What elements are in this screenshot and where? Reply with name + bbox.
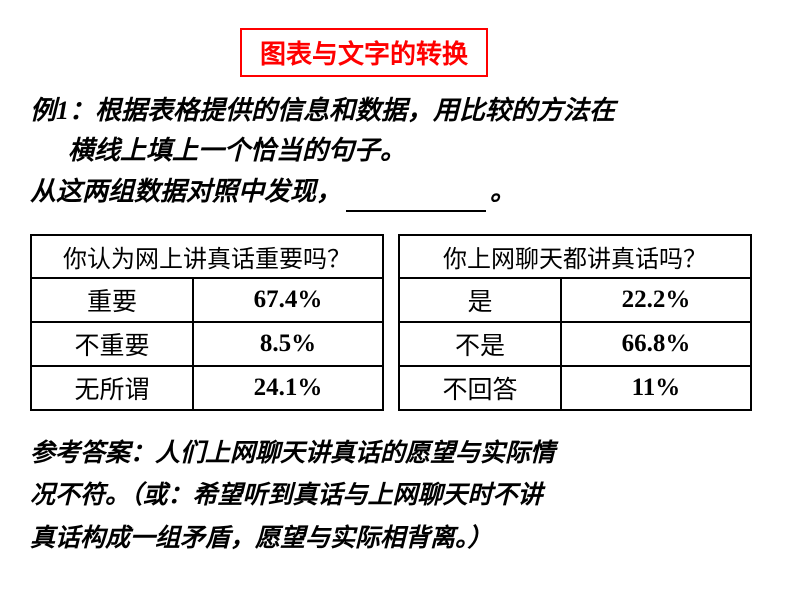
table-left-header: 你认为网上讲真话重要吗？ [31, 235, 383, 278]
table-cell-value: 22.2% [561, 278, 751, 322]
compare-line-a: 从这两组数据对照中发现， [30, 177, 342, 206]
table-cell-label: 重要 [31, 278, 193, 322]
answer-line3: 真话构成一组矛盾，愿望与实际相背离。） [30, 518, 770, 561]
table-row: 无所谓 24.1% [31, 366, 383, 410]
table-row: 不是 66.8% [399, 322, 751, 366]
compare-line-b: 。 [490, 177, 516, 206]
table-cell-value: 67.4% [193, 278, 383, 322]
table-right: 你上网聊天都讲真话吗？ 是 22.2% 不是 66.8% 不回答 11% [398, 234, 752, 411]
table-row: 是 22.2% [399, 278, 751, 322]
answer-text: 参考答案：人们上网聊天讲真话的愿望与实际情 况不符。（或：希望听到真话与上网聊天… [30, 433, 770, 561]
table-cell-label: 无所谓 [31, 366, 193, 410]
table-row: 你认为网上讲真话重要吗？ [31, 235, 383, 278]
table-cell-label: 不是 [399, 322, 561, 366]
table-cell-label: 不回答 [399, 366, 561, 410]
example-text: 例1：根据表格提供的信息和数据，用比较的方法在 横线上填上一个恰当的句子。 从这… [30, 91, 770, 212]
page-title: 图表与文字的转换 [260, 39, 468, 69]
table-row: 你上网聊天都讲真话吗？ [399, 235, 751, 278]
table-cell-label: 不重要 [31, 322, 193, 366]
table-row: 不回答 11% [399, 366, 751, 410]
answer-line2: 况不符。（或：希望听到真话与上网聊天时不讲 [30, 475, 770, 518]
table-cell-label: 是 [399, 278, 561, 322]
table-row: 不重要 8.5% [31, 322, 383, 366]
example-line2: 横线上填上一个恰当的句子。 [30, 131, 770, 171]
table-cell-value: 24.1% [193, 366, 383, 410]
table-row: 重要 67.4% [31, 278, 383, 322]
example-line1: 例1：根据表格提供的信息和数据，用比较的方法在 [30, 96, 615, 125]
title-box: 图表与文字的转换 [240, 28, 488, 77]
tables-row: 你认为网上讲真话重要吗？ 重要 67.4% 不重要 8.5% 无所谓 24.1%… [30, 234, 770, 411]
table-right-header: 你上网聊天都讲真话吗？ [399, 235, 751, 278]
fill-blank [346, 188, 486, 212]
table-left: 你认为网上讲真话重要吗？ 重要 67.4% 不重要 8.5% 无所谓 24.1% [30, 234, 384, 411]
table-cell-value: 11% [561, 366, 751, 410]
answer-line1: 参考答案：人们上网聊天讲真话的愿望与实际情 [30, 433, 770, 476]
table-cell-value: 66.8% [561, 322, 751, 366]
table-cell-value: 8.5% [193, 322, 383, 366]
